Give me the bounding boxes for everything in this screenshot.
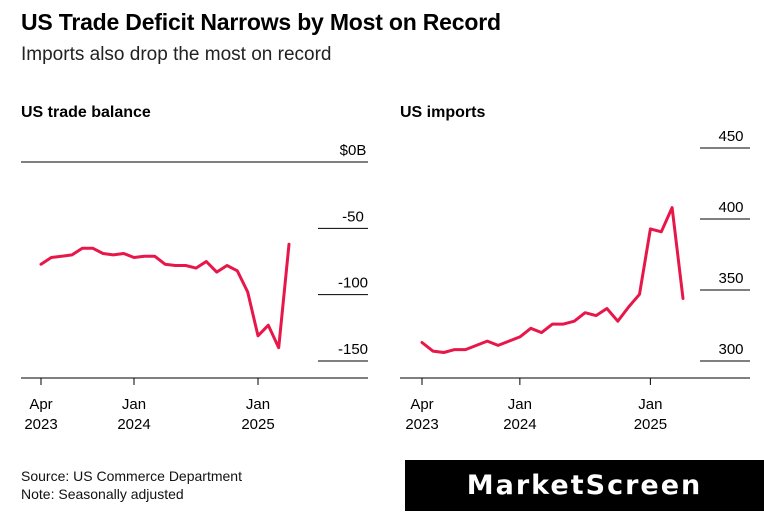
data-point-imports-0 [420, 341, 424, 345]
data-point-imports-3 [453, 348, 457, 352]
page-title: US Trade Deficit Narrows by Most on Reco… [21, 9, 501, 35]
chart-title-trade-balance: US trade balance [21, 104, 151, 121]
data-point-imports-8 [507, 339, 511, 343]
x-tick-label-imports-0: Apr [410, 396, 433, 413]
data-point-imports-16 [594, 314, 598, 318]
data-point-imports-12 [551, 322, 555, 326]
data-point-imports-6 [485, 339, 489, 343]
series-line-imports [420, 206, 685, 354]
data-point-imports-13 [561, 322, 565, 326]
x-tick-label-imports-1: Jan [508, 396, 532, 413]
data-point-imports-24 [681, 297, 685, 301]
data-point-imports-7 [496, 343, 500, 347]
y-tick-label-balance-3: -150 [338, 341, 368, 358]
chart-title-imports: US imports [400, 104, 486, 121]
data-point-imports-17 [605, 306, 609, 310]
data-point-imports-14 [572, 319, 576, 323]
brand-logo: MarketScreen [405, 460, 764, 511]
data-point-imports-2 [442, 350, 446, 354]
data-point-imports-11 [540, 331, 544, 335]
y-tick-label-imports-2: 350 [718, 270, 743, 287]
series-line-balance [39, 242, 291, 350]
data-point-imports-19 [627, 305, 631, 309]
x-tick-label-balance-0: Apr [29, 396, 52, 413]
data-point-imports-10 [529, 326, 533, 330]
data-point-imports-5 [474, 343, 478, 347]
y-tick-label-imports-1: 400 [718, 199, 743, 216]
y-tick-label-balance-2: -100 [338, 275, 368, 292]
x-tick-year-balance-2: 2025 [241, 416, 274, 433]
data-point-imports-9 [518, 335, 522, 339]
y-tick-label-balance-1: -50 [342, 208, 364, 225]
x-tick-year-imports-1: 2024 [503, 416, 536, 433]
adjustment-note: Note: Seasonally adjusted [21, 486, 184, 502]
data-point-imports-15 [583, 311, 587, 315]
y-tick-label-balance-0: $0B [340, 142, 367, 159]
data-point-imports-20 [638, 292, 642, 296]
data-point-imports-21 [648, 227, 652, 231]
data-point-imports-23 [670, 206, 674, 210]
x-tick-year-imports-0: 2023 [405, 416, 438, 433]
data-point-imports-1 [431, 349, 435, 353]
data-point-imports-22 [659, 230, 663, 234]
x-tick-label-imports-2: Jan [638, 396, 662, 413]
x-tick-year-balance-0: 2023 [24, 416, 57, 433]
y-tick-label-imports-0: 450 [718, 128, 743, 145]
x-tick-label-balance-1: Jan [122, 396, 146, 413]
x-tick-year-imports-2: 2025 [634, 416, 667, 433]
x-tick-label-balance-2: Jan [246, 396, 270, 413]
x-tick-year-balance-1: 2024 [117, 416, 150, 433]
source-note: Source: US Commerce Department [21, 468, 242, 484]
y-tick-label-imports-3: 300 [718, 341, 743, 358]
data-point-imports-4 [464, 348, 468, 352]
page-subtitle: Imports also drop the most on record [21, 44, 332, 65]
data-point-imports-18 [616, 319, 620, 323]
